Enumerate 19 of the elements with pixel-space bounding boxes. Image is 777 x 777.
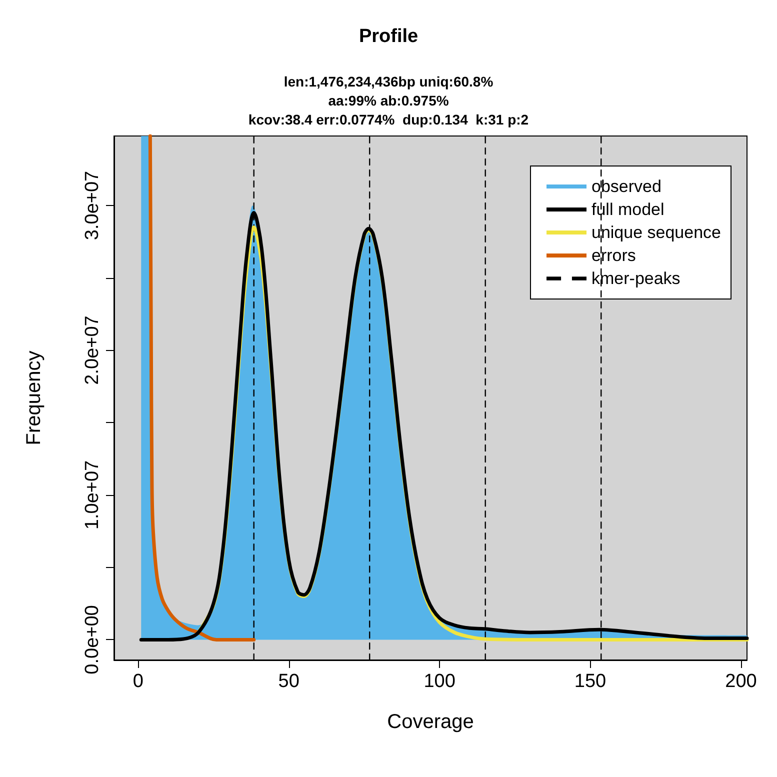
y-axis-title: Frequency: [23, 350, 45, 446]
y-tick-label: 3.0e+07: [82, 170, 103, 240]
line-series: [148, 134, 256, 642]
legend-label: kmer-peaks: [592, 269, 680, 288]
x-tick-label: 50: [278, 671, 300, 692]
legend-label: unique sequence: [592, 223, 722, 242]
legend-label: observed: [592, 177, 662, 196]
chart-subtitle: len:1,476,234,436bp uniq:60.8% aa:99% ab:0.975% kcov:38.4 err:0.0774% dup:0.134 k:31 p:2: [248, 74, 529, 128]
y-tick-label: 0.0e+00: [82, 605, 103, 674]
x-tick-label: 0: [132, 671, 144, 692]
x-tick-label: 150: [574, 671, 606, 692]
x-axis-title: Coverage: [387, 711, 474, 733]
legend-label: full model: [592, 200, 664, 219]
x-tick-label: 200: [725, 671, 757, 692]
legend-label: errors: [592, 246, 636, 265]
x-tick-label: 100: [424, 671, 456, 692]
chart-title: Profile: [358, 26, 418, 47]
y-tick-label: 2.0e+07: [82, 316, 103, 385]
y-tick-label: 1.0e+07: [82, 460, 103, 530]
